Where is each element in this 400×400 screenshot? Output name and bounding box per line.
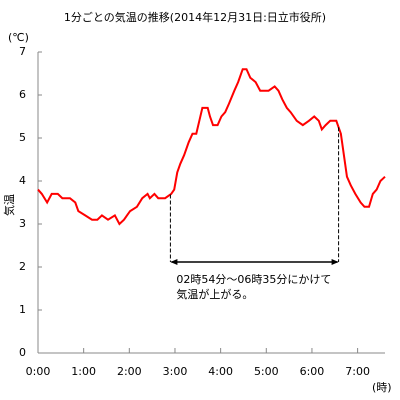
- line-series: [37, 68, 386, 226]
- x-tick-label: 6:00: [300, 365, 325, 378]
- x-tick-label: 0:00: [26, 365, 51, 378]
- y-tick-label: 2: [19, 260, 26, 273]
- y-tick-label: 6: [19, 88, 26, 101]
- y-tick-label: 5: [19, 131, 26, 144]
- chart-title: 1分ごとの気温の推移(2014年12月31日:日立市役所): [64, 10, 326, 24]
- x-tick-label: 5:00: [254, 365, 279, 378]
- arrow-head: [170, 259, 178, 265]
- y-tick-label: 3: [19, 217, 26, 230]
- arrow-head: [331, 259, 339, 265]
- annotation-text: 02時54分～06時35分にかけて: [176, 273, 331, 286]
- x-tick-label: 2:00: [117, 365, 142, 378]
- y-label: 気温: [2, 194, 16, 216]
- x-tick-label: 7:00: [345, 365, 370, 378]
- annotation-text: 気温が上がる。: [176, 287, 253, 301]
- y-tick-label: 1: [19, 303, 26, 316]
- x-tick-label: 1:00: [71, 365, 96, 378]
- y-tick-label: 4: [19, 174, 26, 187]
- y-tick-label: 7: [19, 45, 26, 58]
- y-tick-label: 0: [19, 346, 26, 359]
- x-unit: (時): [372, 381, 392, 394]
- x-tick-label: 3:00: [163, 365, 188, 378]
- x-tick-label: 4:00: [208, 365, 233, 378]
- y-unit: (℃): [8, 31, 29, 44]
